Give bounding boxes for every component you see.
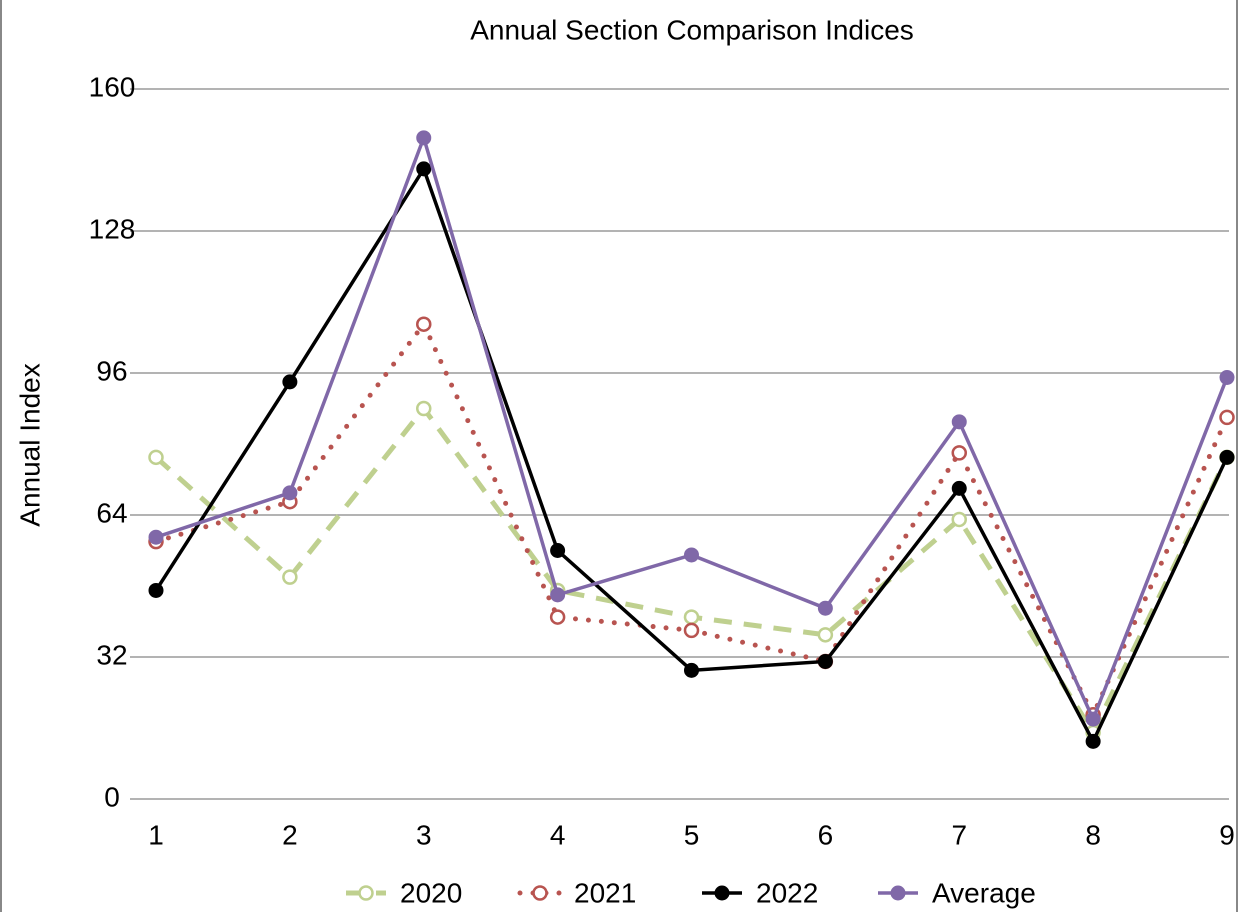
- marker: [282, 374, 298, 390]
- y-tick-label: 32: [96, 639, 127, 670]
- marker: [550, 587, 566, 603]
- x-tick-label: 3: [416, 819, 432, 850]
- y-tick-label: 128: [89, 213, 136, 244]
- marker: [550, 543, 566, 558]
- marker: [714, 885, 730, 901]
- marker: [951, 480, 967, 496]
- marker: [416, 400, 432, 417]
- marker: [684, 662, 699, 678]
- marker: [683, 609, 700, 625]
- marker: [951, 511, 967, 528]
- legend-label: 2020: [400, 877, 462, 908]
- legend-label: Average: [932, 877, 1036, 908]
- marker: [817, 653, 833, 669]
- marker: [1085, 711, 1101, 727]
- series-line: [154, 404, 1230, 738]
- legend-label: 2022: [756, 877, 818, 908]
- x-tick-label: 1: [148, 819, 164, 850]
- marker: [148, 582, 164, 598]
- y-tick-label: 64: [96, 497, 127, 528]
- marker: [1219, 409, 1235, 426]
- marker: [684, 547, 699, 563]
- marker: [148, 529, 164, 545]
- x-tick-label: 5: [684, 819, 700, 850]
- marker: [549, 609, 566, 625]
- x-tick-label: 6: [818, 819, 834, 850]
- x-tick-label: 7: [951, 819, 967, 850]
- marker: [282, 569, 298, 585]
- y-axis-label: Annual Index: [14, 363, 45, 526]
- y-tick-label: 0: [104, 781, 120, 812]
- marker: [416, 130, 432, 146]
- marker: [951, 414, 967, 430]
- chart-title: Annual Section Comparison Indices: [470, 14, 914, 45]
- x-tick-label: 8: [1085, 819, 1101, 850]
- marker: [817, 627, 834, 643]
- marker: [416, 161, 432, 177]
- y-tick-label: 96: [96, 355, 127, 386]
- marker: [416, 316, 432, 332]
- marker: [1219, 369, 1235, 385]
- marker: [358, 885, 374, 901]
- x-tick-label: 2: [282, 819, 298, 850]
- marker: [890, 885, 906, 901]
- marker: [817, 600, 833, 616]
- marker: [1085, 733, 1101, 749]
- marker: [148, 449, 164, 466]
- x-tick-label: 4: [550, 819, 566, 850]
- x-tick-label: 9: [1219, 819, 1235, 850]
- marker: [532, 885, 548, 901]
- marker: [1219, 449, 1235, 465]
- y-tick-label: 160: [89, 71, 136, 102]
- marker: [951, 445, 967, 461]
- marker: [282, 485, 298, 501]
- legend-label: 2021: [574, 877, 636, 908]
- marker: [683, 622, 700, 639]
